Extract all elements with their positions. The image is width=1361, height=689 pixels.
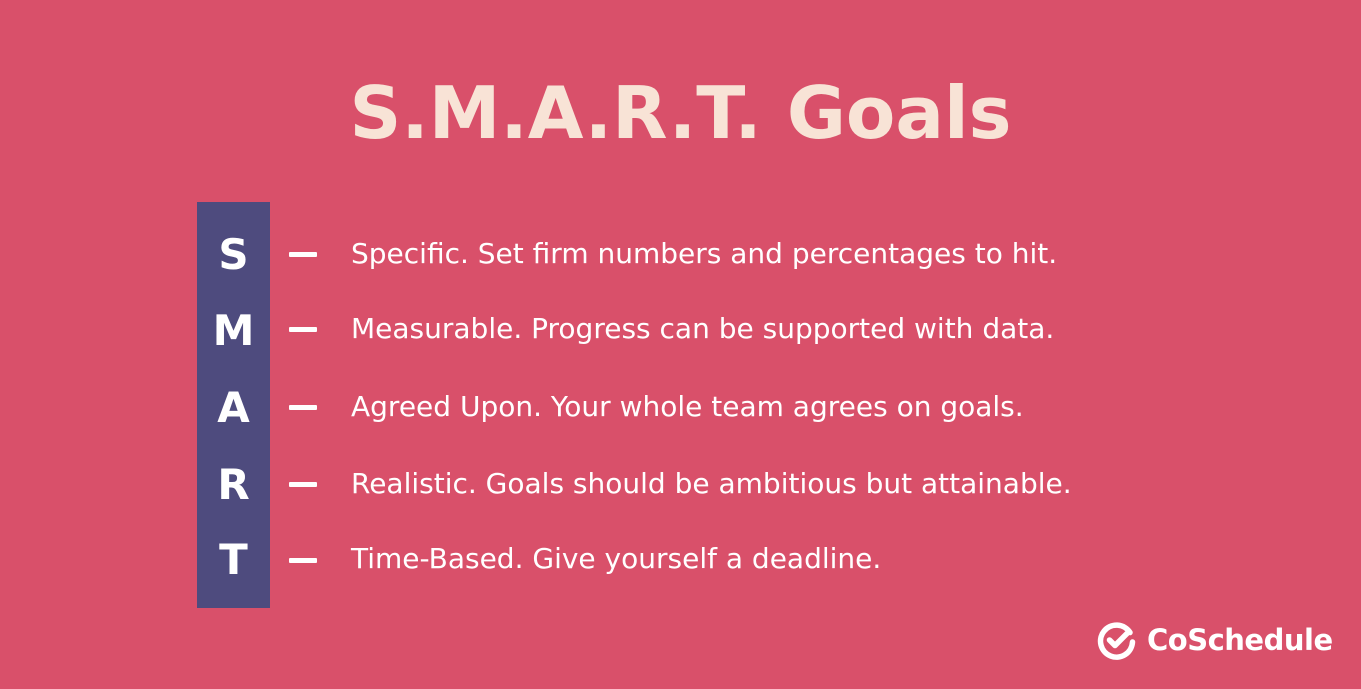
- item-agreed-upon: Agreed Upon. Your whole team agrees on g…: [351, 390, 1024, 423]
- letter-a: A: [217, 383, 250, 432]
- item-time-based: Time-Based. Give yourself a deadline.: [351, 542, 882, 575]
- dash-m: [289, 327, 317, 332]
- logo-text: CoSchedule: [1147, 623, 1333, 657]
- coschedule-check-icon: [1097, 622, 1136, 660]
- letter-t: T: [219, 535, 248, 584]
- item-measurable: Measurable. Progress can be supported wi…: [351, 312, 1055, 345]
- dash-r: [289, 482, 317, 487]
- letter-r: R: [217, 460, 250, 509]
- coschedule-logo: CoSchedule: [1097, 617, 1333, 663]
- item-specific: Specific. Set firm numbers and percentag…: [351, 237, 1058, 270]
- dash-s: [289, 252, 317, 257]
- letter-s: S: [218, 230, 249, 279]
- smart-letter-column: [197, 202, 270, 608]
- dash-a: [289, 405, 317, 410]
- page-title: S.M.A.R.T. Goals: [349, 71, 1012, 155]
- letter-m: M: [212, 306, 255, 355]
- item-realistic: Realistic. Goals should be ambitious but…: [351, 467, 1072, 500]
- dash-t: [289, 558, 317, 563]
